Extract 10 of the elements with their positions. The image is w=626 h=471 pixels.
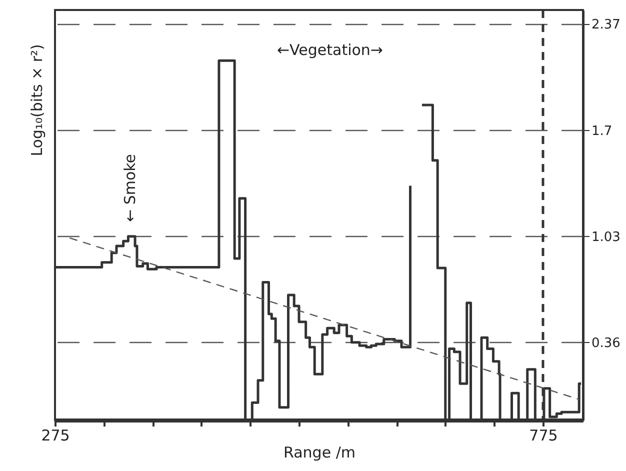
annotation: ← Smoke bbox=[121, 154, 139, 222]
y-tick-label: 1.03 bbox=[592, 230, 620, 245]
y-tick-label: 0.36 bbox=[592, 336, 620, 351]
x-tick-label: 775 bbox=[529, 426, 558, 444]
annotation: ←Vegetation→ bbox=[276, 41, 384, 59]
y-tick-label: 2.37 bbox=[592, 18, 620, 33]
y-axis-title: Log₁₀(bits × r²) bbox=[28, 44, 46, 156]
x-axis-title: Range /m bbox=[284, 444, 356, 462]
y-tick-label: 1.7 bbox=[592, 124, 612, 139]
x-tick-label: 275 bbox=[41, 426, 70, 444]
